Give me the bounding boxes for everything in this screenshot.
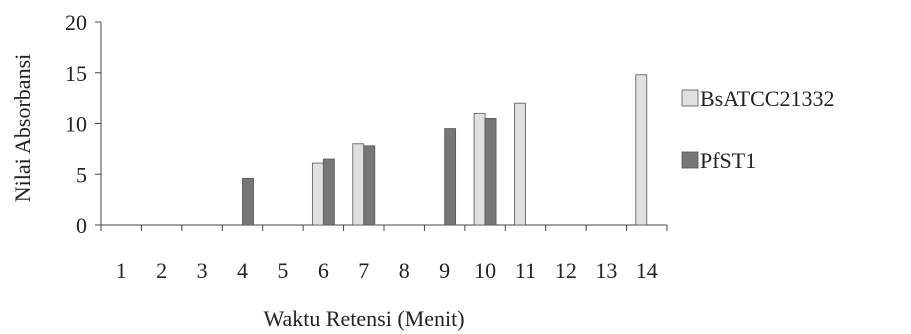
bar-pfst1-9 (444, 128, 457, 226)
y-axis-label: Nilai Absorbansi (10, 54, 35, 203)
x-tick-label: 11 (515, 258, 536, 283)
x-tick-label: 7 (358, 258, 369, 283)
bar-bsatcc21332-10 (473, 112, 486, 226)
x-tick-label: 1 (116, 258, 127, 283)
bar-bsatcc21332-6 (311, 162, 324, 226)
legend-label: PfST1 (700, 148, 756, 173)
bar-pfst1-4 (242, 177, 254, 226)
bar-bsatcc21332-11 (514, 102, 526, 226)
x-tick-label: 6 (318, 258, 329, 283)
x-tick-label: 13 (595, 258, 617, 283)
y-tick-label: 5 (76, 162, 87, 187)
legend-swatch (681, 151, 699, 169)
x-tick-label: 9 (439, 258, 450, 283)
y-tick-label: 15 (65, 61, 87, 86)
x-axis-label: Waktu Retensi (Menit) (263, 306, 464, 331)
bar-pfst1-10 (484, 118, 497, 226)
legend: BsATCC21332 PfST1 (681, 86, 834, 173)
bar-bsatcc21332-14 (635, 74, 648, 226)
x-tick-label: 10 (474, 258, 496, 283)
y-tick-label: 0 (76, 213, 87, 238)
bar-bsatcc21332-7 (352, 143, 365, 226)
y-tick-label: 20 (65, 10, 87, 35)
x-tick-label: 5 (277, 258, 288, 283)
bar-pfst1-7 (363, 145, 376, 226)
x-tick-label: 8 (399, 258, 410, 283)
y-axis: 0 5 10 15 20 (65, 10, 102, 238)
x-tick-label: 12 (555, 258, 577, 283)
x-tick-label: 4 (237, 258, 248, 283)
legend-label: BsATCC21332 (700, 86, 834, 111)
bar-pfst1-6 (322, 158, 335, 226)
x-tick-label: 3 (197, 258, 208, 283)
y-tick-label: 10 (65, 112, 87, 137)
x-tick-label: 2 (156, 258, 167, 283)
x-axis: 1 2 3 4 5 6 7 8 9 10 11 12 13 14 (100, 224, 668, 283)
legend-swatch (681, 89, 699, 107)
bars (242, 74, 648, 226)
x-tick-label: 14 (636, 258, 658, 283)
